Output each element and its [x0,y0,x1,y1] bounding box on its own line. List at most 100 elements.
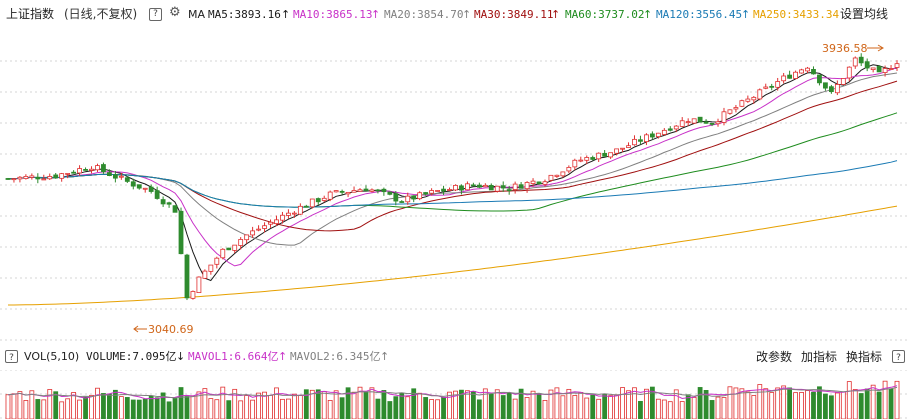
candle-body [268,221,273,225]
candle-body [351,190,357,193]
volume-bar [763,388,769,419]
candle-body [23,175,29,179]
volume-bar [71,392,77,419]
volume-bar [488,393,494,419]
candle-body [608,152,614,158]
ma-lines [8,64,898,306]
volume-bar [17,391,23,419]
volume-bar [608,395,614,419]
candlestick-chart[interactable]: 3936.58 3040.69 [0,30,907,344]
volume-bar [41,399,47,419]
volume-bar [876,391,882,419]
gear-icon[interactable]: ⚙ [169,5,181,20]
volume-bar [309,389,315,419]
candle-body [291,212,297,215]
candle-body [852,57,858,67]
ma120-value: MA120:3556.45 [656,8,743,21]
volume-bar [470,390,476,419]
ma30-arrow-icon: ↑ [551,8,561,21]
volume-bar [286,398,291,419]
edit-params-button[interactable]: 改参数 [756,350,793,364]
candle-body [136,184,142,189]
candle-body [536,181,542,184]
volume-bar [172,398,178,419]
volume-bar [47,389,53,419]
candle-body [208,264,214,272]
volume-help-icon[interactable]: ? [5,350,18,363]
help-icon[interactable]: ? [149,8,162,21]
candle-body [548,174,554,181]
volume-bar [447,391,452,419]
volume-bar [208,398,214,419]
candle-body [83,169,88,171]
candle-body [596,152,602,160]
candle-body [124,177,130,182]
toolbar-help-icon[interactable]: ? [892,350,905,363]
candle-body [369,189,375,192]
candle-body [5,178,11,180]
ma5-line [8,64,898,282]
volume-bar [244,395,250,419]
candle-body [751,96,757,101]
volume-bar [566,388,572,419]
mavol1-line [7,385,898,400]
volume-bar [190,395,196,419]
volume-bar [95,387,100,419]
volume-chart[interactable] [0,370,907,419]
volume-bar [339,397,345,419]
switch-indicator-button[interactable]: 换指标 [846,350,883,364]
volume-bar [644,388,649,419]
ma10-value: MA10:3865.13 [293,8,373,21]
volume-bar [673,389,679,419]
candle-body [387,191,393,195]
volume-bar [369,387,375,419]
settings-ma-button[interactable]: 设置均线 [840,7,889,21]
candle-body [864,61,870,69]
candle-body [667,128,673,131]
candle-body [41,178,47,181]
candle-body [769,85,775,88]
candle-body [142,187,148,190]
candle-body [196,276,202,293]
mavol2-arrow-icon: ↑ [380,350,390,363]
volume-bar [482,388,488,419]
ma5-arrow-icon: ↑ [281,8,291,21]
volume-bar [602,394,608,419]
volume-bar [745,391,751,419]
volume-bar [811,391,816,419]
candle-body [262,225,267,229]
candle-body [59,173,65,179]
volume-bar [828,395,834,419]
candle-body [560,171,566,177]
candle-body [71,171,77,174]
candle-body [286,212,291,216]
volume-bar [709,400,715,419]
candle-body [602,152,608,157]
volume-bar [518,388,524,419]
volume-bar [345,387,351,419]
candle-body [411,195,417,200]
volume-bar [679,401,685,419]
volume-bar [435,399,440,419]
candle-body [524,182,530,190]
volume-bar [59,401,65,419]
candle-body [554,174,560,177]
volume-bar [506,392,512,419]
candle-body [148,186,154,192]
volume-bar [405,396,411,419]
candle-body [638,139,643,142]
volume-bar [441,396,446,419]
candle-body [846,66,852,79]
volume-bar [500,395,506,419]
volume-bar [572,395,578,419]
add-indicator-button[interactable]: 加指标 [801,350,838,364]
candle-body [399,201,405,203]
ma120-line [8,160,898,208]
candle-body [626,145,631,148]
candle-body [697,116,703,123]
volume-bar [375,398,381,419]
volume-bar [399,392,405,419]
ma5-value: MA5:3893.16 [208,8,281,21]
volume-bar [632,387,637,419]
candle-body [315,198,321,203]
